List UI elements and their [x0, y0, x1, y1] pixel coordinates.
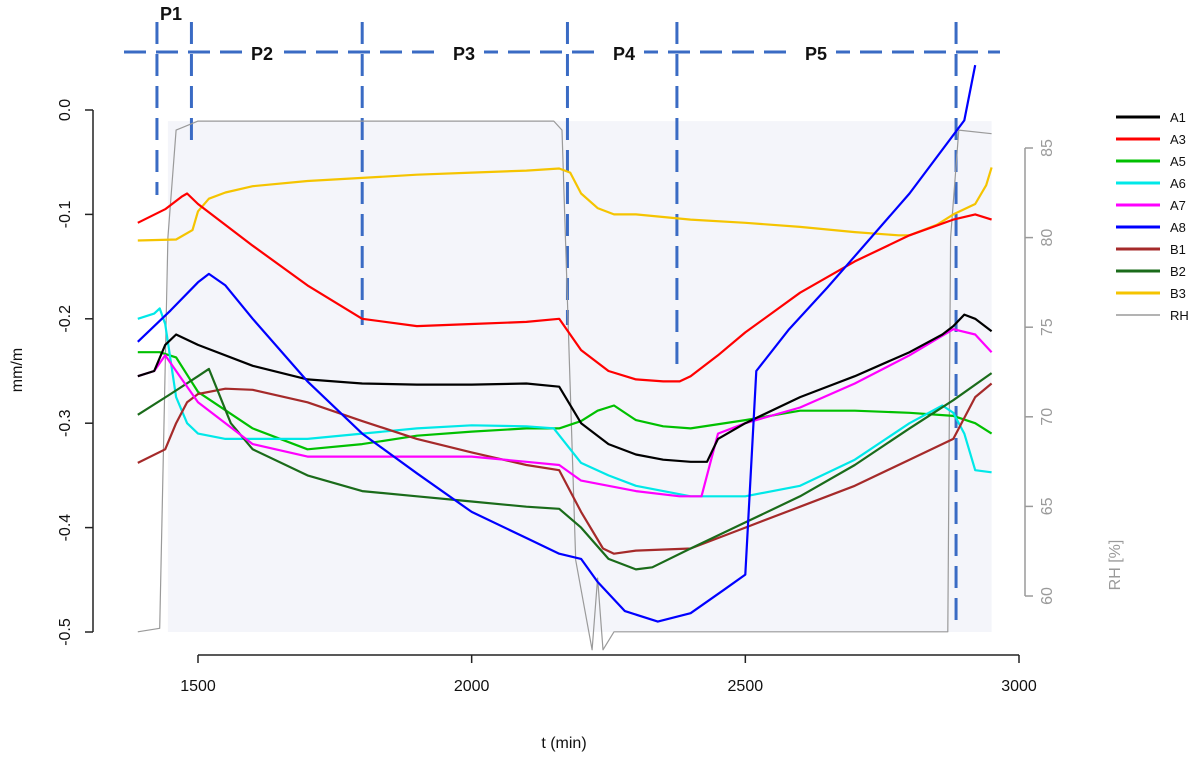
x-tick-label: 3000 [1001, 678, 1037, 695]
x-tick-label: 2000 [454, 678, 490, 695]
series-line-a7 [137, 328, 993, 498]
y2-tick-label: 60 [1039, 587, 1056, 605]
legend-label-a6: A6 [1170, 176, 1186, 191]
phase-label-bg [604, 40, 644, 64]
legend-label-a5: A5 [1170, 154, 1186, 169]
phase-label-bg [242, 40, 282, 64]
y2-tick-label: 65 [1039, 497, 1056, 515]
y2-tick-label: 70 [1039, 408, 1056, 426]
phase-markers: P1 P2 P3 P4 P5 [124, 4, 1000, 625]
legend-label-rh: RH [1170, 308, 1189, 323]
x-tick-label: 1500 [180, 678, 216, 695]
series-line-a6 [137, 307, 992, 498]
series-line-a1 [137, 313, 993, 463]
series-line-a5 [137, 351, 993, 451]
legend-label-a7: A7 [1170, 198, 1186, 213]
y2-tick-label: 80 [1039, 229, 1056, 247]
phase-label-p5: P5 [805, 44, 827, 64]
axes: 1500 2000 2500 3000 -0.5 -0.4 -0.3 -0.2 -0.1 0.0 6… [57, 99, 1056, 695]
legend-label-b1: B1 [1170, 242, 1186, 257]
y-tick-label: -0.5 [57, 618, 74, 646]
legend-label-a8: A8 [1170, 220, 1186, 235]
legend-label-a1: A1 [1170, 110, 1186, 125]
series-line-a8 [137, 64, 977, 623]
y-tick-label: -0.3 [57, 409, 74, 437]
legend-label-a3: A3 [1170, 132, 1186, 147]
y2-axis-title: RH [%] [1107, 540, 1124, 591]
series-lines [137, 64, 993, 651]
phase-label-p4: P4 [613, 44, 635, 64]
series-line-b2 [137, 367, 993, 571]
y-tick-label: -0.1 [57, 201, 74, 229]
x-axis-title: t (min) [541, 735, 586, 752]
phase-label-bg [796, 40, 836, 64]
phase-label-p3: P3 [453, 44, 475, 64]
series-line-b1 [137, 382, 993, 555]
y-tick-label: -0.4 [57, 514, 74, 542]
series-line-rh [137, 120, 992, 651]
legend: A1 A3 A5 A6 A7 A8 B1 B2 B3 RH [1116, 110, 1189, 323]
y-tick-label: 0.0 [57, 99, 74, 121]
phase-label-p1: P1 [160, 4, 182, 24]
phase-label-bg [444, 40, 484, 64]
phase-label-p2: P2 [251, 44, 273, 64]
x-tick-label: 2500 [728, 678, 764, 695]
y2-tick-label: 85 [1039, 139, 1056, 157]
y-tick-label: -0.2 [57, 305, 74, 333]
legend-label-b2: B2 [1170, 264, 1186, 279]
y-axis-title: mm/m [9, 348, 26, 392]
legend-label-b3: B3 [1170, 286, 1186, 301]
y2-tick-label: 75 [1039, 318, 1056, 336]
